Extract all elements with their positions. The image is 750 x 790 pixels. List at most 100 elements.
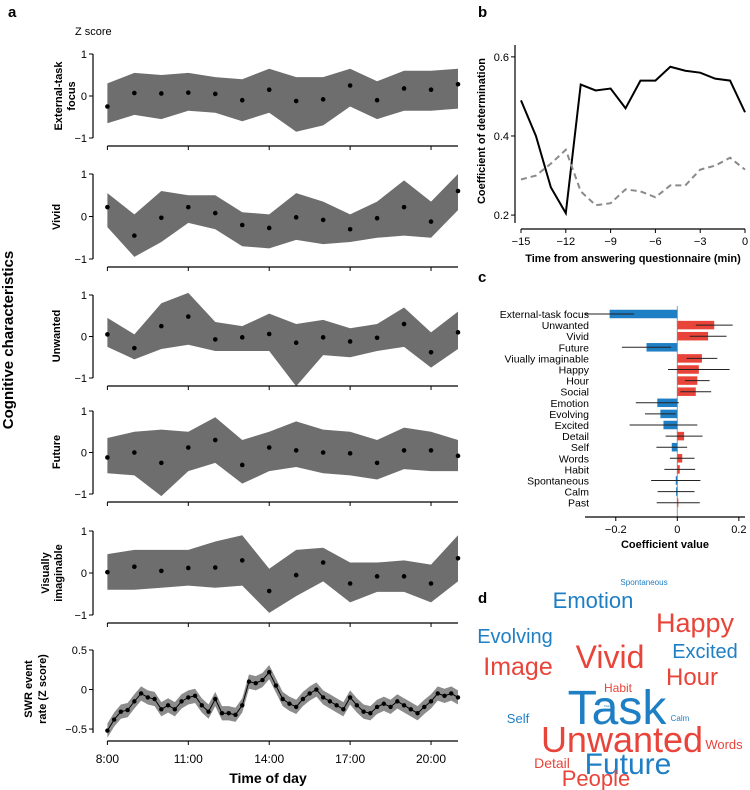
category-label: Calm xyxy=(564,487,589,499)
y-tick-label: 0.6 xyxy=(494,52,509,64)
cloud-word: Emotion xyxy=(553,588,634,613)
y-tick-label: 0 xyxy=(81,568,87,580)
mean-point xyxy=(132,564,137,569)
mean-point xyxy=(347,339,353,344)
y-tick-label: 0.5 xyxy=(72,645,87,657)
swr-point xyxy=(186,695,191,700)
swr-point xyxy=(159,707,164,712)
swr-point xyxy=(347,695,353,700)
category-label: Self xyxy=(571,442,589,454)
mean-point xyxy=(401,321,407,327)
swr-point xyxy=(361,709,366,714)
swr-point xyxy=(449,691,454,696)
mean-point xyxy=(428,219,434,224)
swr-point xyxy=(273,683,279,688)
swr-point xyxy=(192,693,198,699)
mean-point xyxy=(320,560,326,565)
mean-point xyxy=(132,450,137,455)
mean-point xyxy=(159,568,164,574)
mean-point xyxy=(212,437,218,443)
mean-point xyxy=(293,448,299,453)
y-tick-label: −1 xyxy=(74,254,87,266)
x-tick-label: −3 xyxy=(694,236,707,248)
mean-point xyxy=(320,97,326,102)
mean-point xyxy=(105,455,110,460)
swr-point xyxy=(293,704,299,710)
panel-c: External-task focusUnwantedVividFutureVi… xyxy=(500,306,746,551)
swr-point xyxy=(368,711,373,716)
category-label: Past xyxy=(568,498,589,510)
subplot-label: Future xyxy=(51,435,63,469)
x-tick-label: 20:00 xyxy=(416,752,446,766)
swr-point xyxy=(455,695,461,700)
category-label: Spontaneous xyxy=(527,476,589,488)
mean-point xyxy=(186,90,191,95)
mean-point xyxy=(186,204,191,210)
category-label: Future xyxy=(559,342,590,354)
mean-point xyxy=(455,556,461,561)
category-label: Excited xyxy=(555,420,590,432)
time-of-day-label: Time of day xyxy=(229,770,307,786)
swr-point xyxy=(246,679,252,684)
cloud-word: Detail xyxy=(534,755,570,771)
panel-letter-a: a xyxy=(8,4,17,21)
swr-point xyxy=(334,703,339,708)
cloud-word: Image xyxy=(483,653,552,681)
swr-point xyxy=(165,703,171,708)
swr-point xyxy=(125,707,130,713)
category-label: Unwanted xyxy=(542,320,589,332)
subplot-label: Vivid xyxy=(51,204,63,230)
swr-point xyxy=(206,709,211,714)
cloud-word: Words xyxy=(705,737,743,752)
y-tick-label: −0.5 xyxy=(65,724,87,736)
y-tick-label: −1 xyxy=(74,133,87,145)
swr-point xyxy=(374,704,380,710)
swr-point xyxy=(267,669,272,675)
category-label: Social xyxy=(560,387,589,399)
swr-point xyxy=(428,699,434,704)
y-tick-label: 1 xyxy=(81,290,87,302)
y-tick-label: −1 xyxy=(74,610,87,622)
swr-point xyxy=(226,711,231,716)
category-label: Vivid xyxy=(566,331,589,343)
category-label: External-task focus xyxy=(500,309,589,321)
mean-point xyxy=(105,569,110,575)
mean-point xyxy=(186,565,191,571)
y-tick-label: 0 xyxy=(81,685,87,697)
cloud-word: Past xyxy=(604,704,610,708)
swr-label-line2: rate (Z score) xyxy=(37,654,49,724)
mean-point xyxy=(347,226,353,232)
mean-point xyxy=(455,453,461,459)
mean-point xyxy=(159,91,164,96)
mean-point xyxy=(455,330,461,335)
mean-point xyxy=(428,448,434,453)
mean-point xyxy=(401,574,407,579)
band-0 xyxy=(107,68,459,132)
swr-point xyxy=(327,699,333,704)
series-dashed xyxy=(520,148,746,207)
swr-point xyxy=(401,703,407,708)
mean-point xyxy=(266,87,272,92)
swr-point xyxy=(213,696,218,702)
swr-point xyxy=(138,691,144,696)
category-label: Detail xyxy=(562,431,589,443)
swr-point xyxy=(381,701,387,706)
panel-letter-c: c xyxy=(478,269,486,286)
x-tick-label: 11:00 xyxy=(174,752,203,766)
b-ylabel: Coefficient of determination xyxy=(476,58,488,204)
y-tick-label: 1 xyxy=(81,49,87,61)
mean-point xyxy=(132,233,137,238)
x-tick-label: 8:00 xyxy=(96,752,120,766)
mean-point xyxy=(212,565,218,570)
series-solid xyxy=(520,65,746,217)
mean-point xyxy=(428,581,434,586)
y-tick-label: −1 xyxy=(74,489,87,501)
swr-point xyxy=(253,681,258,686)
mean-point xyxy=(320,450,326,455)
swr-label-line1: SWR event xyxy=(23,660,35,718)
mean-point xyxy=(212,91,218,97)
mean-point xyxy=(293,98,299,104)
cloud-word: Self xyxy=(507,711,530,726)
cloud-word: People xyxy=(562,766,631,790)
